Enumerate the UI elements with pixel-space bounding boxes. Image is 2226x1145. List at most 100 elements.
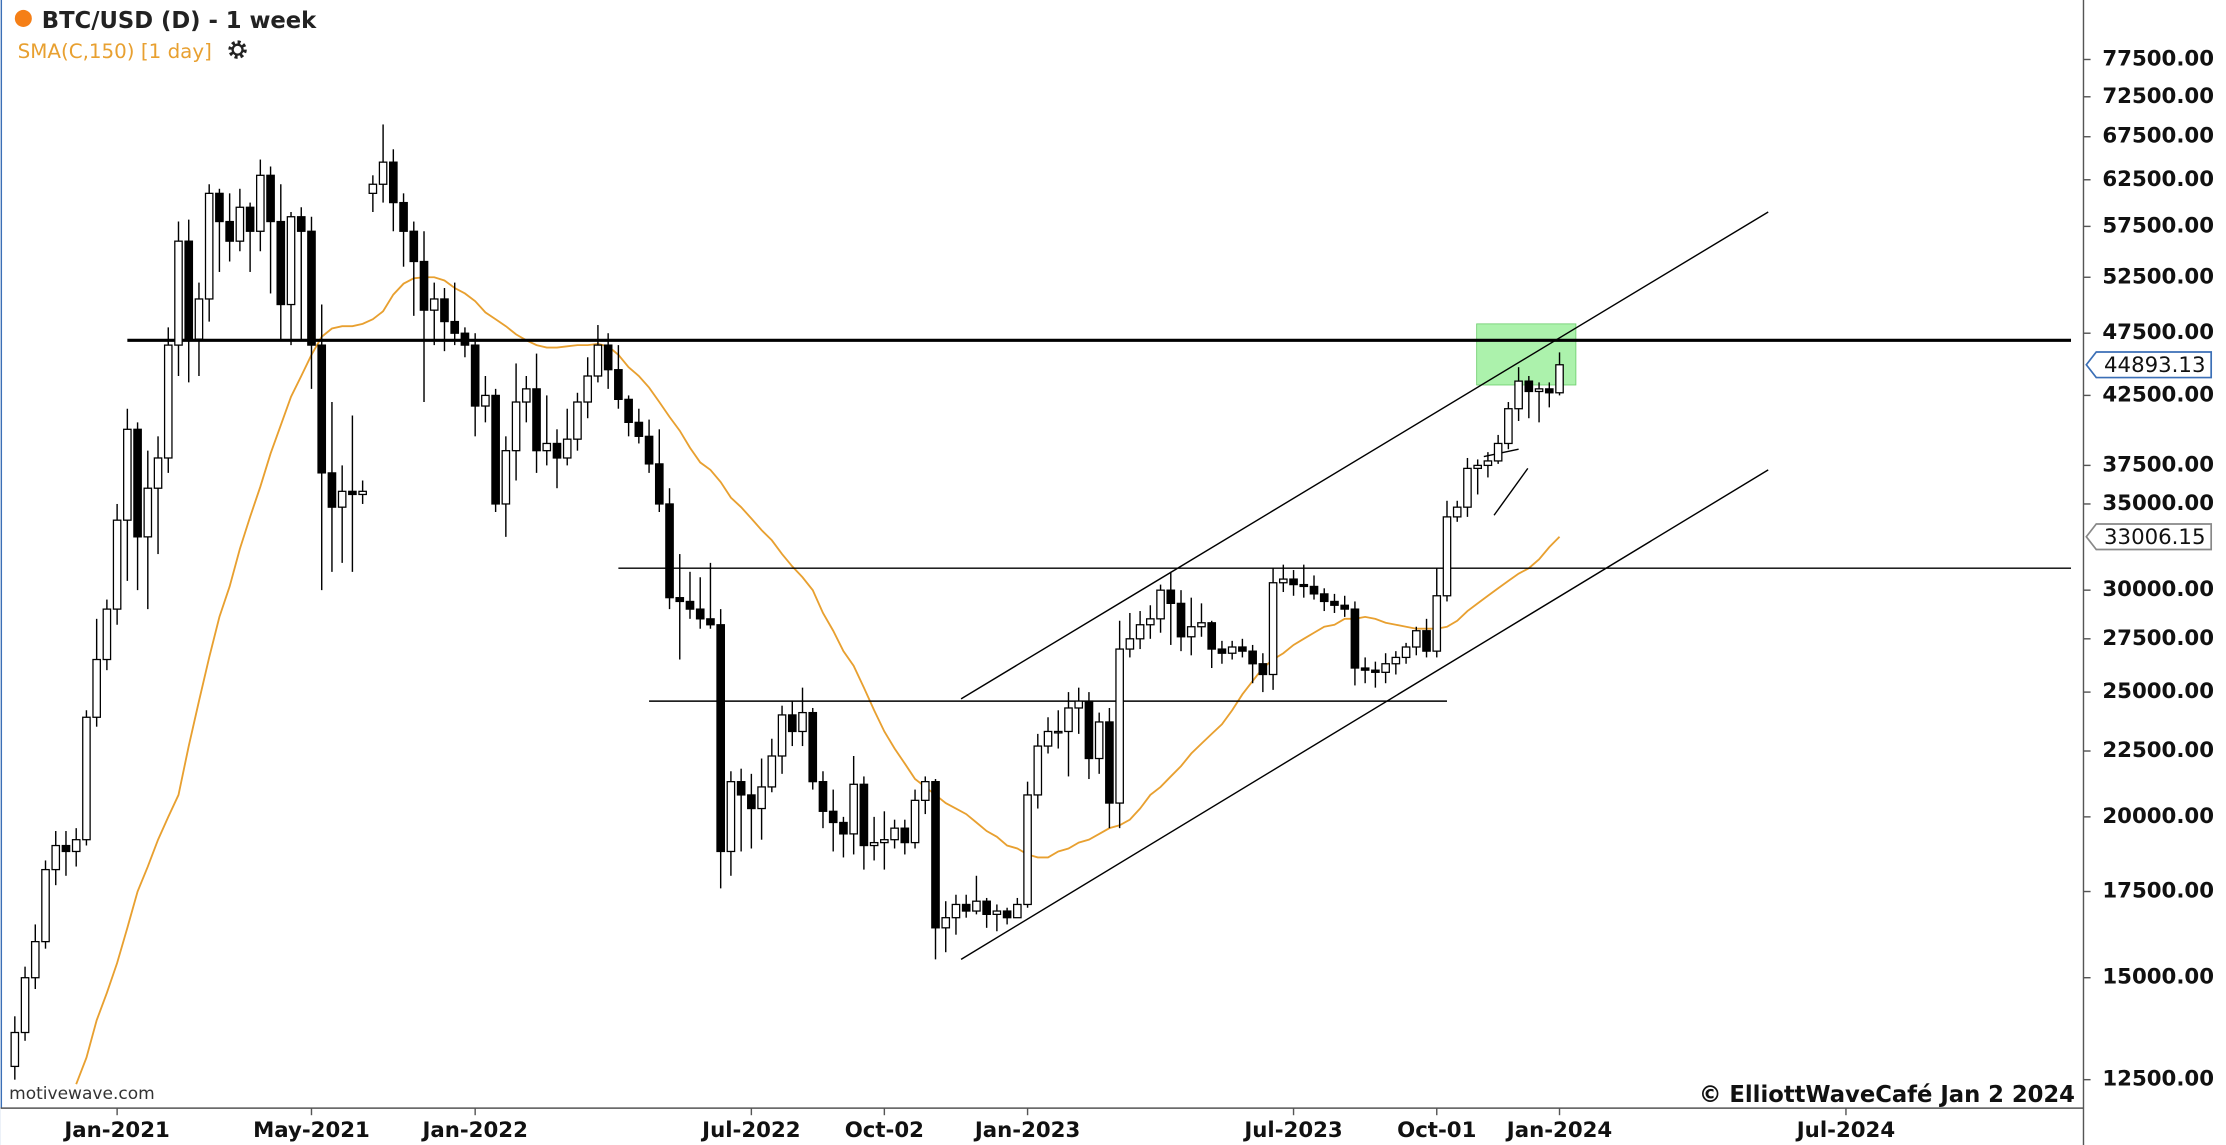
- y-tick-label: 62500.00: [2102, 167, 2214, 192]
- candle-body: [225, 220, 234, 242]
- candle-body: [286, 216, 296, 306]
- y-tick-label: 17500.00: [2102, 879, 2214, 904]
- candle-body: [1186, 626, 1196, 638]
- candle-body: [327, 472, 337, 508]
- candle-body: [1002, 910, 1012, 919]
- last-price-tag: 44893.13: [2104, 353, 2205, 378]
- candle-body: [818, 781, 828, 812]
- x-tick-label: Jan-2022: [420, 1118, 527, 1143]
- last-price-tag-box: [2085, 351, 2213, 379]
- x-tick-label: Jan-2021: [62, 1118, 169, 1143]
- y-tick-label: 12500.00: [2102, 1067, 2214, 1092]
- x-tick-label: May-2021: [253, 1118, 370, 1143]
- candle-body: [429, 298, 439, 311]
- candle-body: [890, 827, 899, 841]
- candle-body: [532, 388, 541, 452]
- candle-body: [1309, 585, 1319, 595]
- candle-body: [204, 192, 214, 300]
- y-tick-label: 47500.00: [2102, 320, 2214, 345]
- candle-body: [1514, 380, 1523, 410]
- candle-body: [491, 394, 500, 505]
- candle-body: [992, 910, 1002, 915]
- candle-body: [1432, 595, 1442, 652]
- candle-body: [941, 917, 951, 929]
- candle-body: [1125, 638, 1135, 650]
- candle-body: [1033, 745, 1043, 796]
- candle-body: [1013, 903, 1022, 919]
- candle-body: [767, 755, 777, 788]
- candle-body: [1094, 721, 1104, 760]
- candle-body: [71, 839, 81, 853]
- candle-body: [777, 714, 787, 757]
- candle-body: [1053, 730, 1063, 734]
- axis-panel: [2083, 0, 2226, 1145]
- legend-entry[interactable]: SMA(C,150) [1 day]: [18, 40, 212, 63]
- y-tick-label: 27500.00: [2102, 626, 2214, 651]
- candle-body: [1084, 700, 1094, 760]
- candle-body: [828, 810, 838, 824]
- candle-body: [41, 868, 50, 943]
- candle-body: [307, 230, 316, 346]
- y-tick-label: 20000.00: [2102, 804, 2214, 829]
- candle-body: [1381, 663, 1390, 673]
- x-tick-label: Oct-01: [1397, 1118, 1476, 1143]
- candle-body: [1156, 589, 1165, 620]
- candle-body: [716, 624, 726, 853]
- candle-body: [133, 428, 142, 538]
- date-panel: [0, 1108, 2084, 1145]
- candle-body: [951, 903, 961, 919]
- candle-body: [695, 608, 705, 620]
- candle-body: [440, 298, 449, 323]
- candle-body: [245, 206, 255, 232]
- candle-body: [1023, 794, 1032, 906]
- trendline: [960, 211, 1769, 700]
- candle-body: [849, 783, 858, 835]
- candle-body: [910, 799, 920, 844]
- candle-body: [1463, 467, 1472, 508]
- y-tick-label: 67500.00: [2102, 124, 2214, 149]
- candle-body: [10, 1031, 20, 1068]
- candle-body: [665, 503, 674, 599]
- copyright: © ElliottWaveCafé Jan 2 2024: [1699, 1082, 2075, 1108]
- candle-body: [1197, 622, 1206, 628]
- candle-body: [614, 369, 623, 401]
- candle-body: [409, 230, 419, 263]
- sma-price-tag: 33006.15: [2104, 525, 2205, 550]
- candle-body: [1289, 578, 1298, 586]
- candle-body: [153, 457, 163, 489]
- candle-body: [685, 600, 695, 610]
- candle-body: [787, 714, 797, 733]
- candle-body: [184, 240, 194, 340]
- y-tick-label: 35000.00: [2102, 491, 2214, 516]
- candle-body: [388, 161, 398, 204]
- candle-body: [1217, 648, 1227, 654]
- candle-body: [1176, 602, 1186, 638]
- candle-body: [654, 463, 664, 505]
- candle-body: [1146, 618, 1155, 626]
- candle-body: [869, 841, 879, 847]
- candle-body: [481, 394, 490, 407]
- candle-body: [839, 821, 848, 835]
- candle-body: [624, 398, 633, 423]
- candle-body: [92, 658, 101, 718]
- y-tick-label: 57500.00: [2102, 213, 2214, 238]
- y-tick-label: 22500.00: [2102, 738, 2214, 763]
- candle-body: [460, 332, 470, 346]
- candle-body: [235, 206, 245, 242]
- candle-body: [961, 903, 971, 912]
- candle-body: [215, 192, 224, 223]
- gear-ring[interactable]: [231, 43, 244, 56]
- candle-body: [1493, 442, 1503, 462]
- candle-body: [1504, 408, 1513, 445]
- x-tick-label: Jan-2024: [1505, 1118, 1612, 1143]
- candle-body: [419, 260, 429, 311]
- candle-body: [1319, 593, 1329, 603]
- settings-icon[interactable]: [228, 40, 247, 59]
- trendline: [960, 469, 1769, 960]
- candle-body: [798, 711, 807, 733]
- candle-body: [1442, 516, 1452, 597]
- candle-body: [542, 442, 552, 452]
- gear[interactable]: [228, 40, 247, 59]
- candle-body: [30, 940, 40, 979]
